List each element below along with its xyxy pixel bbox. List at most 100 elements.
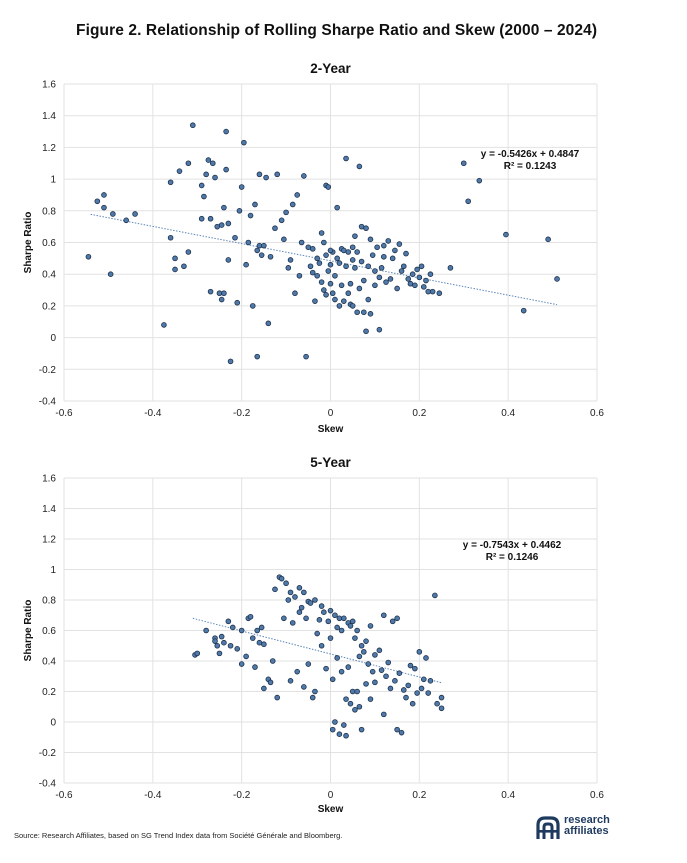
data-point (321, 609, 327, 615)
data-point (301, 173, 307, 179)
data-point (207, 288, 214, 295)
data-point (278, 217, 285, 224)
x-tick-label: 0.4 (501, 790, 515, 801)
data-point (354, 688, 360, 695)
data-point (274, 694, 281, 701)
data-point (341, 615, 347, 622)
y-tick-label: 0.4 (42, 657, 56, 668)
data-point (281, 615, 287, 622)
data-point (305, 661, 312, 667)
data-point (198, 182, 205, 189)
data-point (356, 653, 363, 660)
data-point (427, 271, 434, 278)
data-point (325, 268, 332, 274)
data-point (367, 236, 374, 243)
data-point (347, 623, 354, 629)
data-point (349, 303, 356, 309)
y-tick-label: 0.2 (42, 687, 56, 698)
data-point (352, 233, 358, 239)
data-point (352, 635, 358, 641)
data-point (303, 353, 309, 360)
data-point (358, 642, 365, 649)
data-point (216, 650, 223, 657)
x-tick-label: 0 (328, 408, 334, 419)
data-point (476, 177, 483, 184)
data-point (221, 290, 227, 297)
data-point (221, 204, 227, 211)
data-point (369, 252, 376, 258)
data-point (194, 650, 201, 657)
data-point (227, 642, 234, 649)
data-point (352, 265, 358, 271)
data-point (267, 679, 274, 686)
logo-line-2: affiliates (564, 825, 609, 837)
data-point (403, 694, 409, 701)
data-point (327, 607, 334, 614)
data-point (361, 649, 367, 655)
data-point (438, 705, 445, 712)
data-point (465, 198, 471, 205)
data-point (347, 280, 354, 287)
x-tick-label: 0.6 (590, 408, 604, 419)
data-point (325, 618, 332, 625)
data-point (434, 700, 440, 707)
data-point (272, 586, 278, 593)
y-tick-label: 1 (50, 565, 56, 576)
data-point (318, 603, 325, 609)
y-tick-label: -0.2 (39, 748, 57, 759)
data-point (412, 282, 418, 289)
y-tick-label: 1.6 (42, 80, 56, 91)
r-squared-label: R² = 0.1246 (486, 552, 539, 563)
data-point (423, 277, 429, 284)
data-point (329, 726, 336, 733)
data-point (238, 661, 245, 667)
data-point (269, 658, 276, 664)
y-tick-label: 1.6 (42, 474, 56, 485)
data-point (332, 719, 338, 725)
data-point (221, 639, 227, 646)
chart-5-year: -0.4-0.200.20.40.60.811.21.41.6-0.6 -0.4-… (23, 455, 604, 815)
data-point (323, 292, 329, 298)
data-point (436, 290, 443, 297)
y-tick-label: 1.2 (42, 143, 56, 154)
data-point (181, 263, 187, 270)
data-point (423, 655, 429, 661)
data-point (405, 682, 412, 689)
x-tick-label: 0.4 (501, 408, 515, 419)
data-point (101, 204, 107, 211)
data-point (283, 580, 289, 587)
data-point (236, 208, 243, 214)
data-point (321, 287, 327, 293)
data-point (345, 290, 352, 297)
data-point (185, 160, 192, 167)
data-point (312, 688, 318, 695)
y-tick-label: 0.8 (42, 596, 56, 607)
data-point (361, 309, 367, 316)
data-point (345, 664, 352, 670)
figure-title: Figure 2. Relationship of Rolling Sharpe… (76, 22, 598, 39)
data-point (385, 238, 392, 244)
data-point (298, 604, 305, 611)
y-tick-label: 0.6 (42, 626, 56, 637)
data-point (409, 271, 416, 278)
y-axis-title: Sharpe Ratio (23, 212, 34, 274)
data-point (296, 584, 303, 591)
data-point (332, 296, 338, 303)
data-point (338, 627, 345, 634)
x-tick-label: -0.6 (55, 790, 73, 801)
data-point (429, 288, 436, 295)
data-point (243, 261, 249, 268)
data-point (314, 272, 320, 279)
data-point (341, 722, 347, 728)
data-point (167, 234, 174, 241)
data-point (400, 687, 407, 693)
data-point (292, 594, 298, 600)
data-point (380, 253, 387, 260)
data-point (400, 263, 407, 270)
data-point (241, 139, 247, 146)
data-point (343, 696, 349, 702)
data-point (252, 664, 258, 670)
data-point (94, 198, 101, 205)
data-point (256, 171, 263, 178)
